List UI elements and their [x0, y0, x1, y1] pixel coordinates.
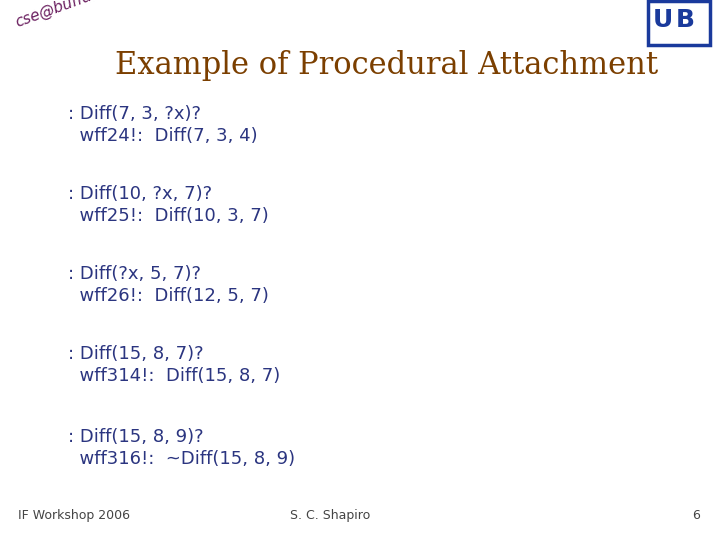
Text: wff24!:  Diff(7, 3, 4): wff24!: Diff(7, 3, 4): [68, 127, 258, 145]
Text: 6: 6: [692, 509, 700, 522]
Text: wff314!:  Diff(15, 8, 7): wff314!: Diff(15, 8, 7): [68, 367, 280, 385]
Text: IF Workshop 2006: IF Workshop 2006: [18, 509, 130, 522]
Text: wff316!:  ~Diff(15, 8, 9): wff316!: ~Diff(15, 8, 9): [68, 450, 295, 468]
Text: : Diff(?x, 5, 7)?: : Diff(?x, 5, 7)?: [68, 265, 201, 283]
Text: : Diff(7, 3, ?x)?: : Diff(7, 3, ?x)?: [68, 105, 201, 123]
Text: cse@buffalo: cse@buffalo: [13, 0, 107, 30]
Text: B: B: [676, 8, 695, 32]
Text: wff26!:  Diff(12, 5, 7): wff26!: Diff(12, 5, 7): [68, 287, 269, 305]
Text: : Diff(15, 8, 9)?: : Diff(15, 8, 9)?: [68, 428, 204, 446]
Text: S. C. Shapiro: S. C. Shapiro: [290, 509, 370, 522]
Text: : Diff(10, ?x, 7)?: : Diff(10, ?x, 7)?: [68, 185, 212, 203]
Text: Example of Procedural Attachment: Example of Procedural Attachment: [115, 50, 658, 81]
Text: U: U: [653, 8, 673, 32]
Text: wff25!:  Diff(10, 3, 7): wff25!: Diff(10, 3, 7): [68, 207, 269, 225]
Text: : Diff(15, 8, 7)?: : Diff(15, 8, 7)?: [68, 345, 204, 363]
